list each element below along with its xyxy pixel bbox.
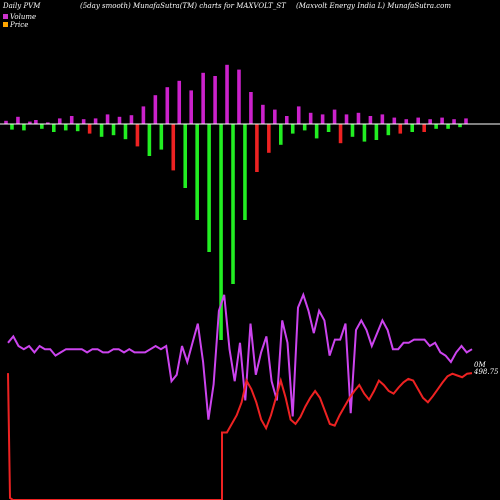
pvm-bar <box>159 124 164 150</box>
pvm-bar <box>28 121 32 124</box>
pvm-bar <box>452 119 456 124</box>
pvm-bar <box>99 124 104 137</box>
pvm-bar <box>344 114 349 124</box>
pvm-bar <box>273 109 277 124</box>
pvm-bar <box>57 118 62 124</box>
pvm-bar <box>279 124 283 145</box>
pvm-bar <box>338 124 343 144</box>
last-price-label: 498.75 <box>473 368 499 376</box>
pvm-bar <box>404 119 409 124</box>
legend-volume-label: Volume <box>10 13 36 21</box>
pvm-bar <box>368 116 373 124</box>
pvm-bar <box>207 124 211 252</box>
pvm-bar <box>398 124 403 134</box>
pvm-bar <box>87 124 92 134</box>
pvm-bar <box>440 117 444 124</box>
pvm-bar <box>380 114 385 124</box>
pvm-bar <box>183 124 188 188</box>
legend-price-label: Price <box>9 21 28 29</box>
pvm-bar <box>434 124 438 129</box>
pvm-bar <box>446 124 450 129</box>
pvm-bar <box>231 124 235 284</box>
last-volume-label: 0M <box>474 361 486 369</box>
pvm-bar <box>302 124 307 131</box>
pvm-bar <box>69 116 74 124</box>
pvm-bar <box>261 104 265 124</box>
pvm-bar <box>75 124 80 132</box>
pvm-bar <box>422 124 426 132</box>
pvm-bar <box>267 124 271 153</box>
pvm-bar <box>219 124 223 340</box>
pvm-bar <box>213 76 217 124</box>
pvm-bar <box>111 124 116 136</box>
pvm-bar <box>458 124 462 128</box>
pvm-bar <box>237 69 241 124</box>
pvm-bar <box>141 106 146 124</box>
pvm-bar <box>129 115 134 124</box>
pvm-bar <box>308 112 313 124</box>
pvm-bar <box>362 124 367 142</box>
pvm-bar <box>255 124 259 172</box>
pvm-bar <box>40 124 44 129</box>
chart-header-center: (5day smooth) MunafaSutra(TM) charts for… <box>80 2 287 10</box>
pvm-bar <box>34 120 38 124</box>
pvm-bar <box>52 124 56 132</box>
pvm-bar <box>201 72 205 124</box>
pvm-bar <box>153 95 158 124</box>
pvm-bar <box>290 124 295 134</box>
pvm-bar <box>225 64 229 124</box>
pvm-bar <box>105 114 110 124</box>
pvm-bar <box>165 87 170 124</box>
legend-price-swatch <box>3 22 8 27</box>
pvm-bar <box>314 124 319 139</box>
pvm-bar <box>428 119 432 124</box>
pvm-bar <box>416 117 420 124</box>
pvm-bar <box>243 124 247 220</box>
pvm-bar <box>147 124 152 156</box>
pvm-bar <box>135 124 140 147</box>
pvm-bar <box>410 124 415 132</box>
pvm-bar <box>123 124 128 140</box>
pvm-bar <box>392 117 397 124</box>
pvm-bar <box>4 120 8 124</box>
pvm-bar <box>117 116 122 124</box>
pvm-bar <box>249 92 253 124</box>
legend: Volume Price <box>3 13 36 29</box>
pvm-bar <box>386 124 391 136</box>
pvm-bar <box>171 124 176 171</box>
pvm-bar <box>296 106 301 124</box>
chart-header-left: Daily PVM <box>2 2 41 10</box>
pvm-bars <box>4 64 468 340</box>
pvm-bar <box>189 90 193 124</box>
volume-line <box>7 291 473 420</box>
price-line <box>7 372 473 500</box>
pvm-bar <box>81 119 86 124</box>
chart-header-right: (Maxvolt Energy India L) MunafaSutra.com <box>296 2 451 10</box>
pvm-bar <box>350 124 355 137</box>
pvm-bar <box>320 114 325 124</box>
pvm-bar <box>284 116 289 124</box>
legend-volume-swatch <box>3 14 8 19</box>
pvm-bar <box>332 109 337 124</box>
pvm-bar <box>22 124 26 131</box>
pvm-bar <box>326 124 331 132</box>
pvm-bar <box>374 124 379 140</box>
pvm-bar <box>356 112 361 124</box>
pvm-bar <box>16 116 20 124</box>
pvm-bar <box>177 80 182 124</box>
pvm-bar <box>46 122 50 124</box>
pvm-bar <box>10 124 14 130</box>
pvm-bar <box>464 118 468 124</box>
pvm-bar <box>63 124 68 131</box>
pvm-bar <box>195 124 199 220</box>
pvm-bar <box>93 118 98 124</box>
